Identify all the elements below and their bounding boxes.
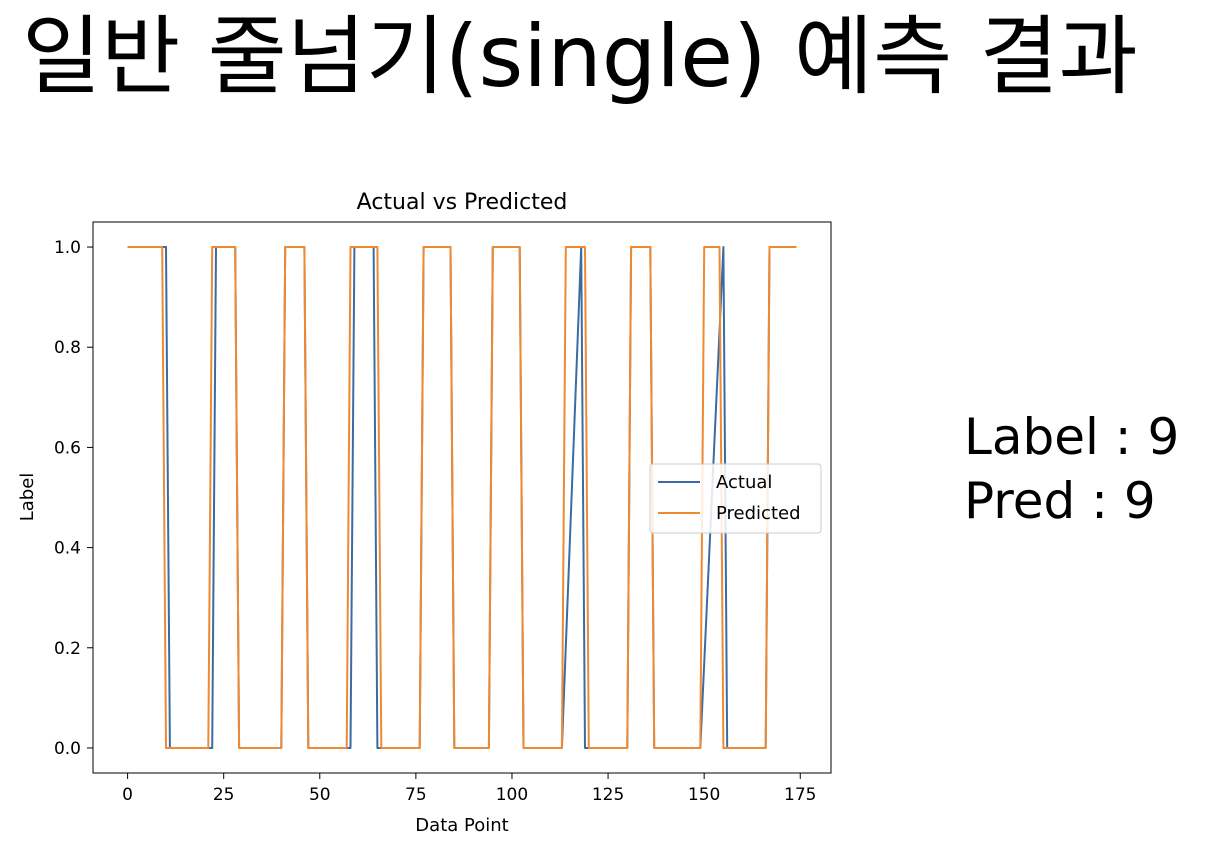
x-tick-label: 175 bbox=[784, 785, 816, 805]
series-line-predicted bbox=[127, 246, 797, 749]
plot-frame bbox=[92, 221, 832, 774]
x-tick-label: 50 bbox=[309, 785, 331, 805]
legend-label-actual: Actual bbox=[716, 472, 772, 493]
x-axis-label: Data Point bbox=[415, 815, 508, 836]
x-tick-label: 100 bbox=[496, 785, 528, 805]
y-tick-label: 0.6 bbox=[54, 438, 81, 458]
y-axis-ticks: 0.0 0.2 0.4 0.6 0.8 1.0 bbox=[54, 238, 93, 759]
y-tick-label: 0.0 bbox=[54, 739, 81, 759]
x-tick-label: 125 bbox=[592, 785, 624, 805]
y-tick-label: 0.2 bbox=[54, 639, 81, 659]
line-chart: Actual vs Predicted 0 25 50 75 100 125 150 175 … bbox=[17, 190, 832, 836]
result-info: Label : 9 Pred : 9 bbox=[964, 405, 1179, 533]
x-tick-label: 0 bbox=[122, 785, 133, 805]
chart-title: Actual vs Predicted bbox=[357, 190, 568, 215]
y-tick-label: 0.8 bbox=[54, 338, 81, 358]
x-tick-label: 25 bbox=[213, 785, 235, 805]
pred-result: Pred : 9 bbox=[964, 472, 1156, 530]
label-result: Label : 9 bbox=[964, 408, 1180, 466]
x-tick-label: 150 bbox=[688, 785, 720, 805]
y-tick-label: 0.4 bbox=[54, 539, 81, 559]
slide-title: 일반 줄넘기(single) 예측 결과 bbox=[22, 7, 1138, 107]
y-tick-label: 1.0 bbox=[54, 238, 81, 258]
x-axis-ticks: 0 25 50 75 100 125 150 175 bbox=[122, 773, 816, 805]
legend-label-predicted: Predicted bbox=[716, 503, 801, 524]
series-lines bbox=[127, 246, 797, 749]
legend: Actual Predicted bbox=[649, 463, 822, 534]
x-tick-label: 75 bbox=[405, 785, 427, 805]
chart-figure: Actual vs Predicted 0 25 50 75 100 125 150 175 … bbox=[0, 170, 840, 849]
y-axis-label: Label bbox=[17, 473, 38, 522]
